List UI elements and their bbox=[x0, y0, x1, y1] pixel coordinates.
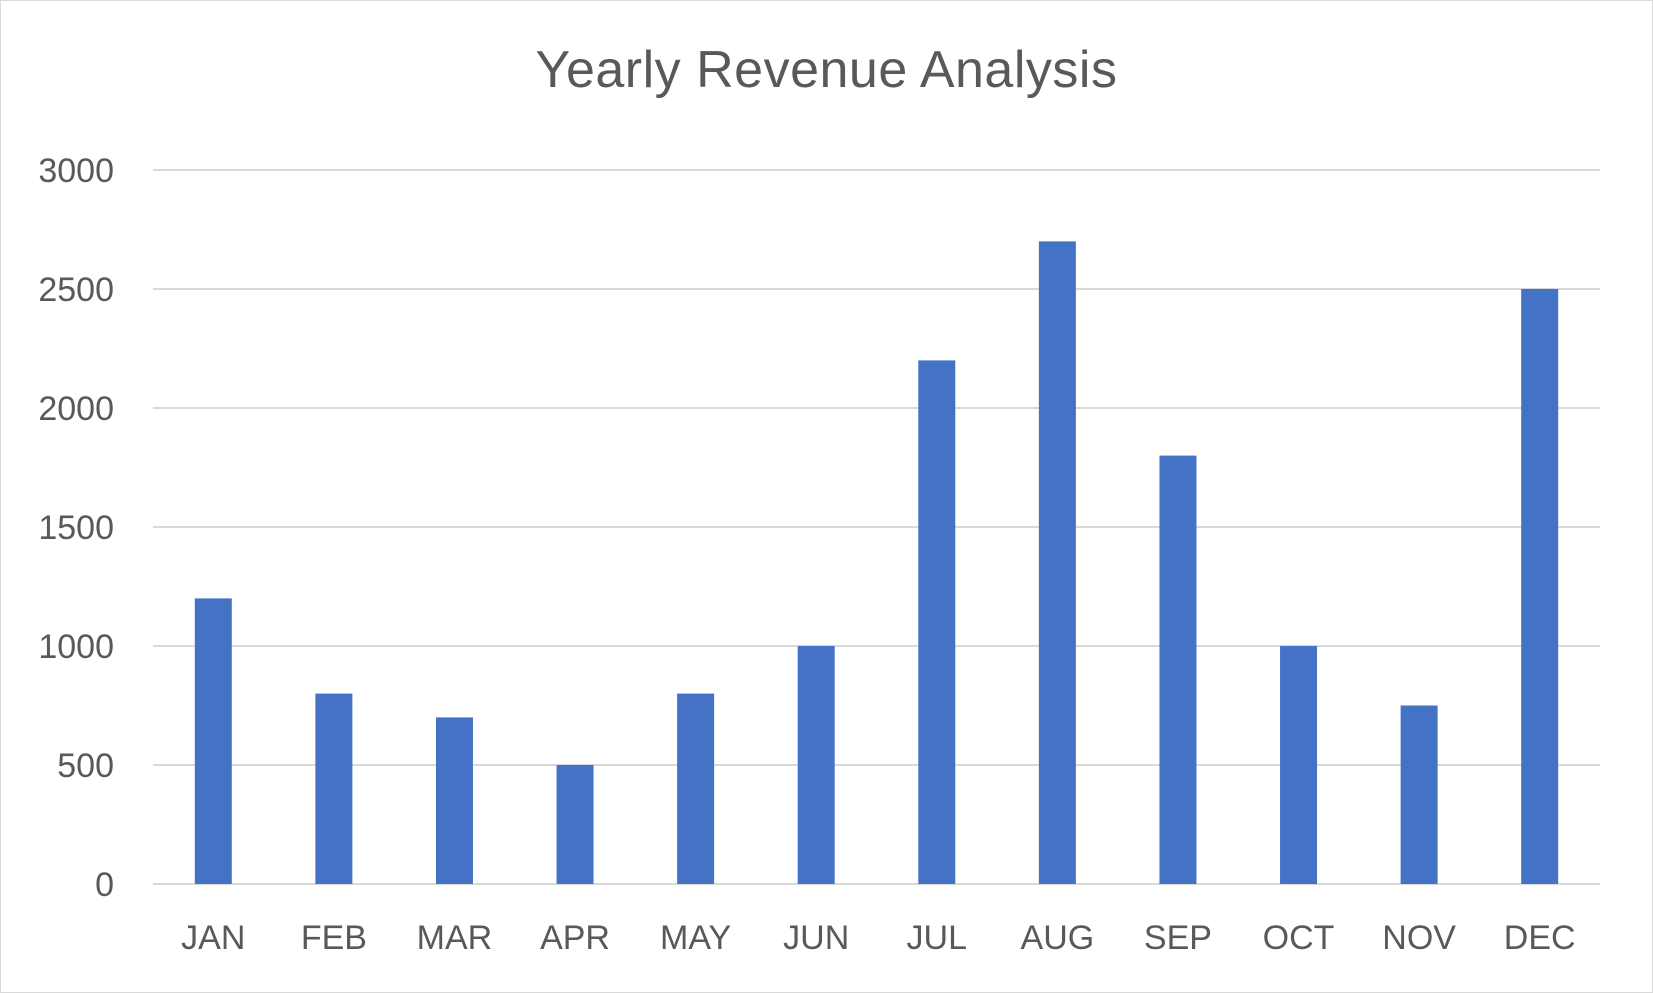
bar-feb bbox=[315, 693, 353, 884]
x-tick-label-may: MAY bbox=[660, 919, 731, 957]
bar-jan bbox=[194, 598, 232, 884]
y-axis-tick-labels: 0 500 1000 1500 2000 2500 3000 bbox=[38, 152, 114, 904]
bar-may bbox=[677, 693, 715, 884]
y-tick-label: 3000 bbox=[38, 152, 114, 190]
x-axis-tick-labels: JAN FEB MAR APR MAY JUN JUL AUG SEP OCT NOV DEC bbox=[181, 919, 1575, 957]
y-tick-label: 1000 bbox=[38, 628, 114, 666]
gridlines bbox=[153, 169, 1600, 885]
y-tick-label: 500 bbox=[57, 747, 114, 785]
y-tick-label: 1500 bbox=[38, 509, 114, 547]
x-tick-label-sep: SEP bbox=[1144, 919, 1212, 957]
bar-jun bbox=[797, 646, 835, 884]
x-tick-label-feb: FEB bbox=[301, 919, 367, 957]
bar-aug bbox=[1038, 241, 1076, 884]
bar-mar bbox=[435, 717, 473, 884]
x-tick-label-jun: JUN bbox=[783, 919, 849, 957]
bar-apr bbox=[556, 765, 594, 884]
x-tick-label-nov: NOV bbox=[1382, 919, 1456, 957]
x-tick-label-oct: OCT bbox=[1263, 919, 1335, 957]
bar-dec bbox=[1521, 289, 1559, 884]
y-tick-label: 2000 bbox=[38, 390, 114, 428]
chart-title: Yearly Revenue Analysis bbox=[535, 41, 1118, 99]
bars bbox=[194, 241, 1559, 884]
y-tick-label: 2500 bbox=[38, 271, 114, 309]
bar-oct bbox=[1280, 646, 1318, 884]
x-tick-label-jul: JUL bbox=[907, 919, 967, 957]
x-tick-label-aug: AUG bbox=[1021, 919, 1095, 957]
bar-sep bbox=[1159, 455, 1197, 884]
x-tick-label-apr: APR bbox=[540, 919, 610, 957]
bar-nov bbox=[1400, 705, 1438, 884]
x-tick-label-dec: DEC bbox=[1504, 919, 1576, 957]
x-tick-label-mar: MAR bbox=[417, 919, 493, 957]
y-tick-label: 0 bbox=[95, 866, 114, 904]
x-tick-label-jan: JAN bbox=[181, 919, 245, 957]
bar-jul bbox=[918, 360, 956, 884]
